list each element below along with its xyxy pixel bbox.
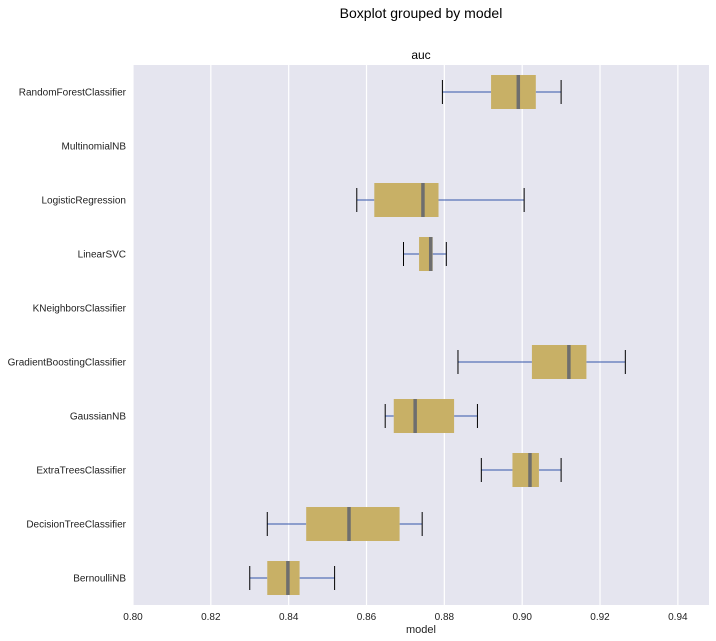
x-tick-label: 0.94 [668, 612, 688, 623]
iqr-box [267, 561, 300, 595]
box-GradientBoostingClassifier [457, 345, 626, 379]
x-tick-label: 0.80 [123, 612, 143, 623]
y-tick-label: LogisticRegression [42, 196, 127, 207]
y-tick-label: GradientBoostingClassifier [8, 358, 127, 369]
box-ExtraTreesClassifier [480, 453, 562, 487]
x-tick-label: 0.92 [590, 612, 610, 623]
x-tick-labels: 0.80 0.82 0.84 0.86 0.88 0.90 0.92 0.94 [123, 612, 688, 623]
y-tick-label: DecisionTreeClassifier [26, 520, 126, 531]
box-RandomForestClassifier [441, 75, 562, 109]
x-tick-label: 0.82 [201, 612, 221, 623]
x-tick-label: 0.84 [279, 612, 299, 623]
box-group [249, 75, 626, 595]
y-tick-label: RandomForestClassifier [19, 88, 127, 99]
box-LogisticRegression [356, 183, 525, 217]
iqr-box [306, 507, 400, 541]
iqr-box [512, 453, 539, 487]
grid-lines [132, 65, 679, 605]
y-tick-label: GaussianNB [70, 412, 126, 423]
box-LinearSVC [402, 237, 447, 271]
iqr-box [393, 399, 455, 433]
x-axis-label: model [406, 624, 436, 636]
x-tick-label: 0.90 [512, 612, 532, 623]
x-tick-label: 0.88 [435, 612, 455, 623]
box-GaussianNB [384, 399, 478, 433]
y-tick-labels: RandomForestClassifier MultinomialNB Logis… [8, 88, 127, 585]
x-tick-label: 0.86 [357, 612, 377, 623]
y-tick-label: KNeighborsClassifier [33, 304, 127, 315]
box-BernoulliNB [249, 561, 336, 595]
box-DecisionTreeClassifier [266, 507, 423, 541]
y-tick-label: MultinomialNB [62, 142, 127, 153]
iqr-box [491, 75, 536, 109]
subplot-title: auc [411, 48, 430, 62]
y-tick-label: ExtraTreesClassifier [36, 466, 126, 477]
y-tick-label: LinearSVC [78, 250, 126, 261]
plot-area [133, 65, 709, 605]
chart-title: Boxplot grouped by model [340, 5, 503, 21]
y-tick-label: BernoulliNB [73, 574, 126, 585]
iqr-box [374, 183, 439, 217]
iqr-box [531, 345, 587, 379]
